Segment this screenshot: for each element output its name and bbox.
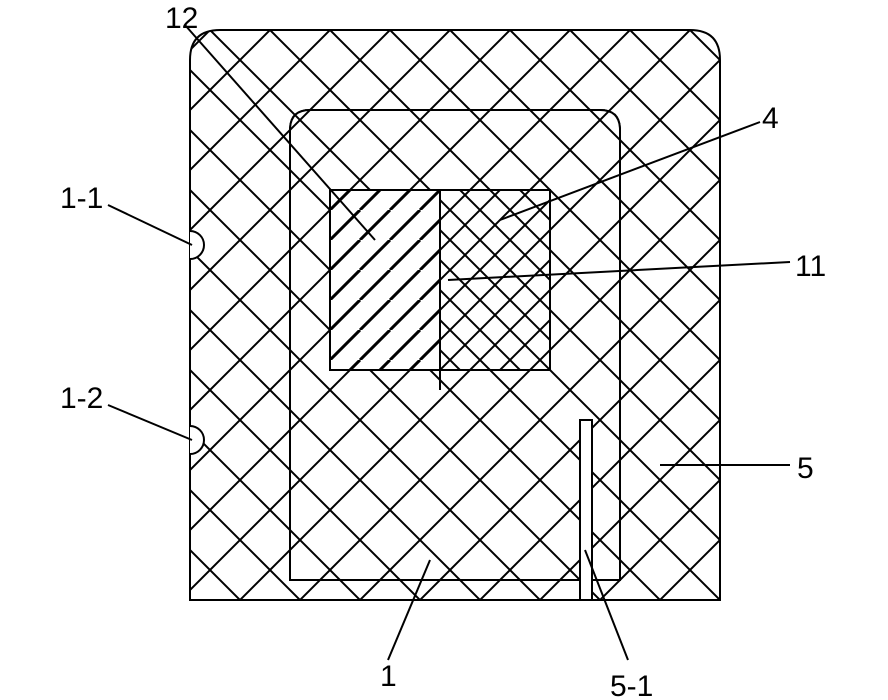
label-1: 1 [380,660,397,693]
inner-block-left-12 [330,190,440,370]
slot-5-1 [580,420,592,600]
label-1-2: 1-2 [60,382,103,415]
label-5: 5 [797,452,814,485]
label-5-1: 5-1 [610,670,653,700]
label-11: 11 [795,250,826,283]
label-4: 4 [762,102,779,135]
label-12: 12 [165,2,198,35]
leader-1-2 [108,405,192,440]
label-1-1: 1-1 [60,182,103,215]
leader-1-1 [108,205,192,245]
